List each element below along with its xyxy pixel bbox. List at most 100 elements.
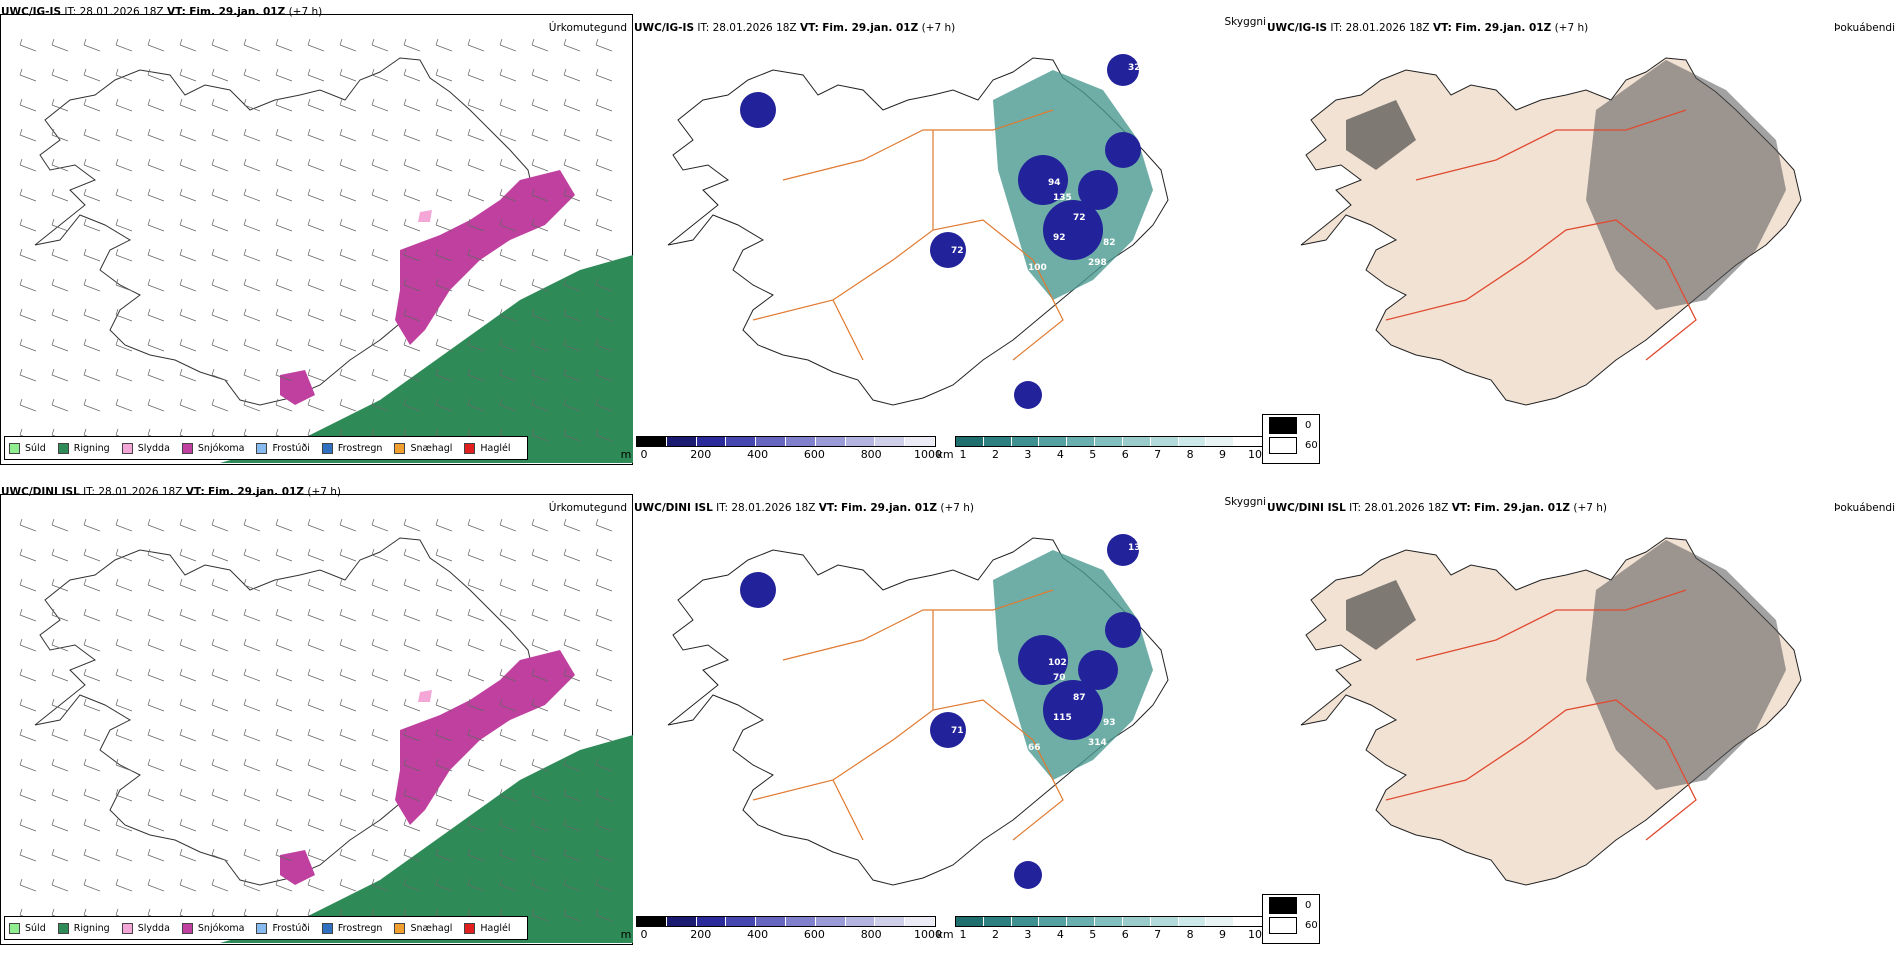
wind-barb <box>275 818 293 832</box>
ceiling-value-label: 63 <box>1103 763 1116 773</box>
wind-barb <box>307 368 325 382</box>
ceiling-value-label: 10 <box>1153 153 1166 163</box>
wind-barb <box>51 398 69 412</box>
legend-label: Snjókoma <box>197 922 245 934</box>
wind-barb <box>19 38 37 52</box>
vt-label: VT: <box>185 486 205 498</box>
ceiling-value-label: 100 <box>1028 263 1047 273</box>
colorbar-tick: 10 <box>1248 928 1262 941</box>
wind-barb <box>371 278 389 292</box>
wind-barb <box>179 668 197 682</box>
wind-barb <box>339 338 357 352</box>
wind-barb <box>243 308 261 322</box>
colorbar-tick: 7 <box>1154 928 1162 941</box>
header: UWC/DINI ISL IT: 28.01.2026 18Z VT: Fim.… <box>1 486 341 498</box>
wind-barb <box>19 338 37 352</box>
colorbar-unit: km <box>936 448 954 461</box>
wind-barb <box>595 38 613 52</box>
wind-barb <box>499 578 517 592</box>
legend-label: Frostúði <box>272 442 310 454</box>
wind-barb <box>115 818 133 832</box>
wind-barb <box>147 248 165 262</box>
wind-barb <box>499 68 517 82</box>
fog-legend: 0 60 <box>1262 414 1320 464</box>
wind-barb <box>147 98 165 112</box>
wind-barb <box>147 68 165 82</box>
wind-barb <box>339 788 357 802</box>
wind-barb <box>147 788 165 802</box>
wind-barb <box>115 368 133 382</box>
wind-barb <box>115 98 133 112</box>
wind-barb <box>243 158 261 172</box>
colorbar-tick: 400 <box>747 928 769 941</box>
wind-barb <box>371 878 389 892</box>
wind-barb <box>243 878 261 892</box>
wind-barb <box>115 278 133 292</box>
colorbar-step <box>845 917 876 926</box>
precip-panel-top: UWC/IG-IS IT: 28.01.2026 18Z VT: Fim. 29… <box>0 0 633 475</box>
wind-barb <box>115 698 133 712</box>
wind-barb <box>83 578 101 592</box>
wind-barb <box>179 548 197 562</box>
wind-barb <box>19 818 37 832</box>
low-ceiling-area <box>1105 132 1141 168</box>
wind-barb <box>435 728 453 742</box>
wind-barb <box>499 848 517 862</box>
legend-swatch <box>394 442 406 454</box>
colorbar-step <box>1206 917 1235 926</box>
wind-barb <box>563 788 581 802</box>
wind-barb <box>275 188 293 202</box>
wind-barb <box>83 848 101 862</box>
low-ceiling-area <box>1018 635 1068 685</box>
wind-barb <box>115 548 133 562</box>
wind-barb <box>243 248 261 262</box>
precip-panel-bottom: UWC/DINI ISL IT: 28.01.2026 18Z VT: Fim.… <box>0 480 633 955</box>
ceiling-value-label: 84 <box>1103 268 1116 278</box>
fog-dark-area <box>1346 100 1416 170</box>
ceiling-value-label: 62 <box>1103 748 1116 758</box>
precip-frame <box>0 494 633 945</box>
wind-barb <box>595 788 613 802</box>
ceiling-value-label: 65 <box>763 83 776 93</box>
wind-barb <box>435 848 453 862</box>
wind-barb <box>531 128 549 142</box>
wind-barb <box>179 788 197 802</box>
wind-barb <box>147 338 165 352</box>
wind-barb <box>499 818 517 832</box>
wind-barb <box>83 788 101 802</box>
ceiling-value-label: 93 <box>1103 283 1116 293</box>
wind-barb <box>371 608 389 622</box>
wind-barb <box>115 608 133 622</box>
colorbar-step <box>726 917 757 926</box>
wind-barb <box>339 548 357 562</box>
wind-barb <box>19 188 37 202</box>
ceiling-value-label: 108 <box>783 628 802 638</box>
wind-barb <box>275 308 293 322</box>
wind-barb <box>211 758 229 772</box>
wind-barb <box>275 218 293 232</box>
wind-barb <box>307 878 325 892</box>
wind-barb <box>275 398 293 412</box>
model-label: UWC/IG-IS <box>1267 22 1328 34</box>
wind-barb <box>563 68 581 82</box>
wind-barb <box>499 308 517 322</box>
wind-barb <box>563 218 581 232</box>
wind-barb <box>211 668 229 682</box>
wind-barb <box>467 788 485 802</box>
ceiling-value-label: 142 <box>1153 633 1172 643</box>
wind-barb <box>51 38 69 52</box>
wind-barb <box>211 248 229 262</box>
wind-barb <box>467 338 485 352</box>
ceiling-value-label: 66 <box>1028 743 1041 753</box>
wind-barb <box>403 728 421 742</box>
wind-barb <box>435 218 453 232</box>
colorbar-step <box>756 917 786 926</box>
wind-barb <box>403 308 421 322</box>
wind-barb <box>275 848 293 862</box>
legend-item: Súld <box>9 922 46 934</box>
wind-barb <box>243 668 261 682</box>
colorbar-step <box>1067 437 1096 446</box>
wind-barb <box>563 548 581 562</box>
colorbar-step <box>785 437 816 446</box>
wind-barb <box>243 188 261 202</box>
